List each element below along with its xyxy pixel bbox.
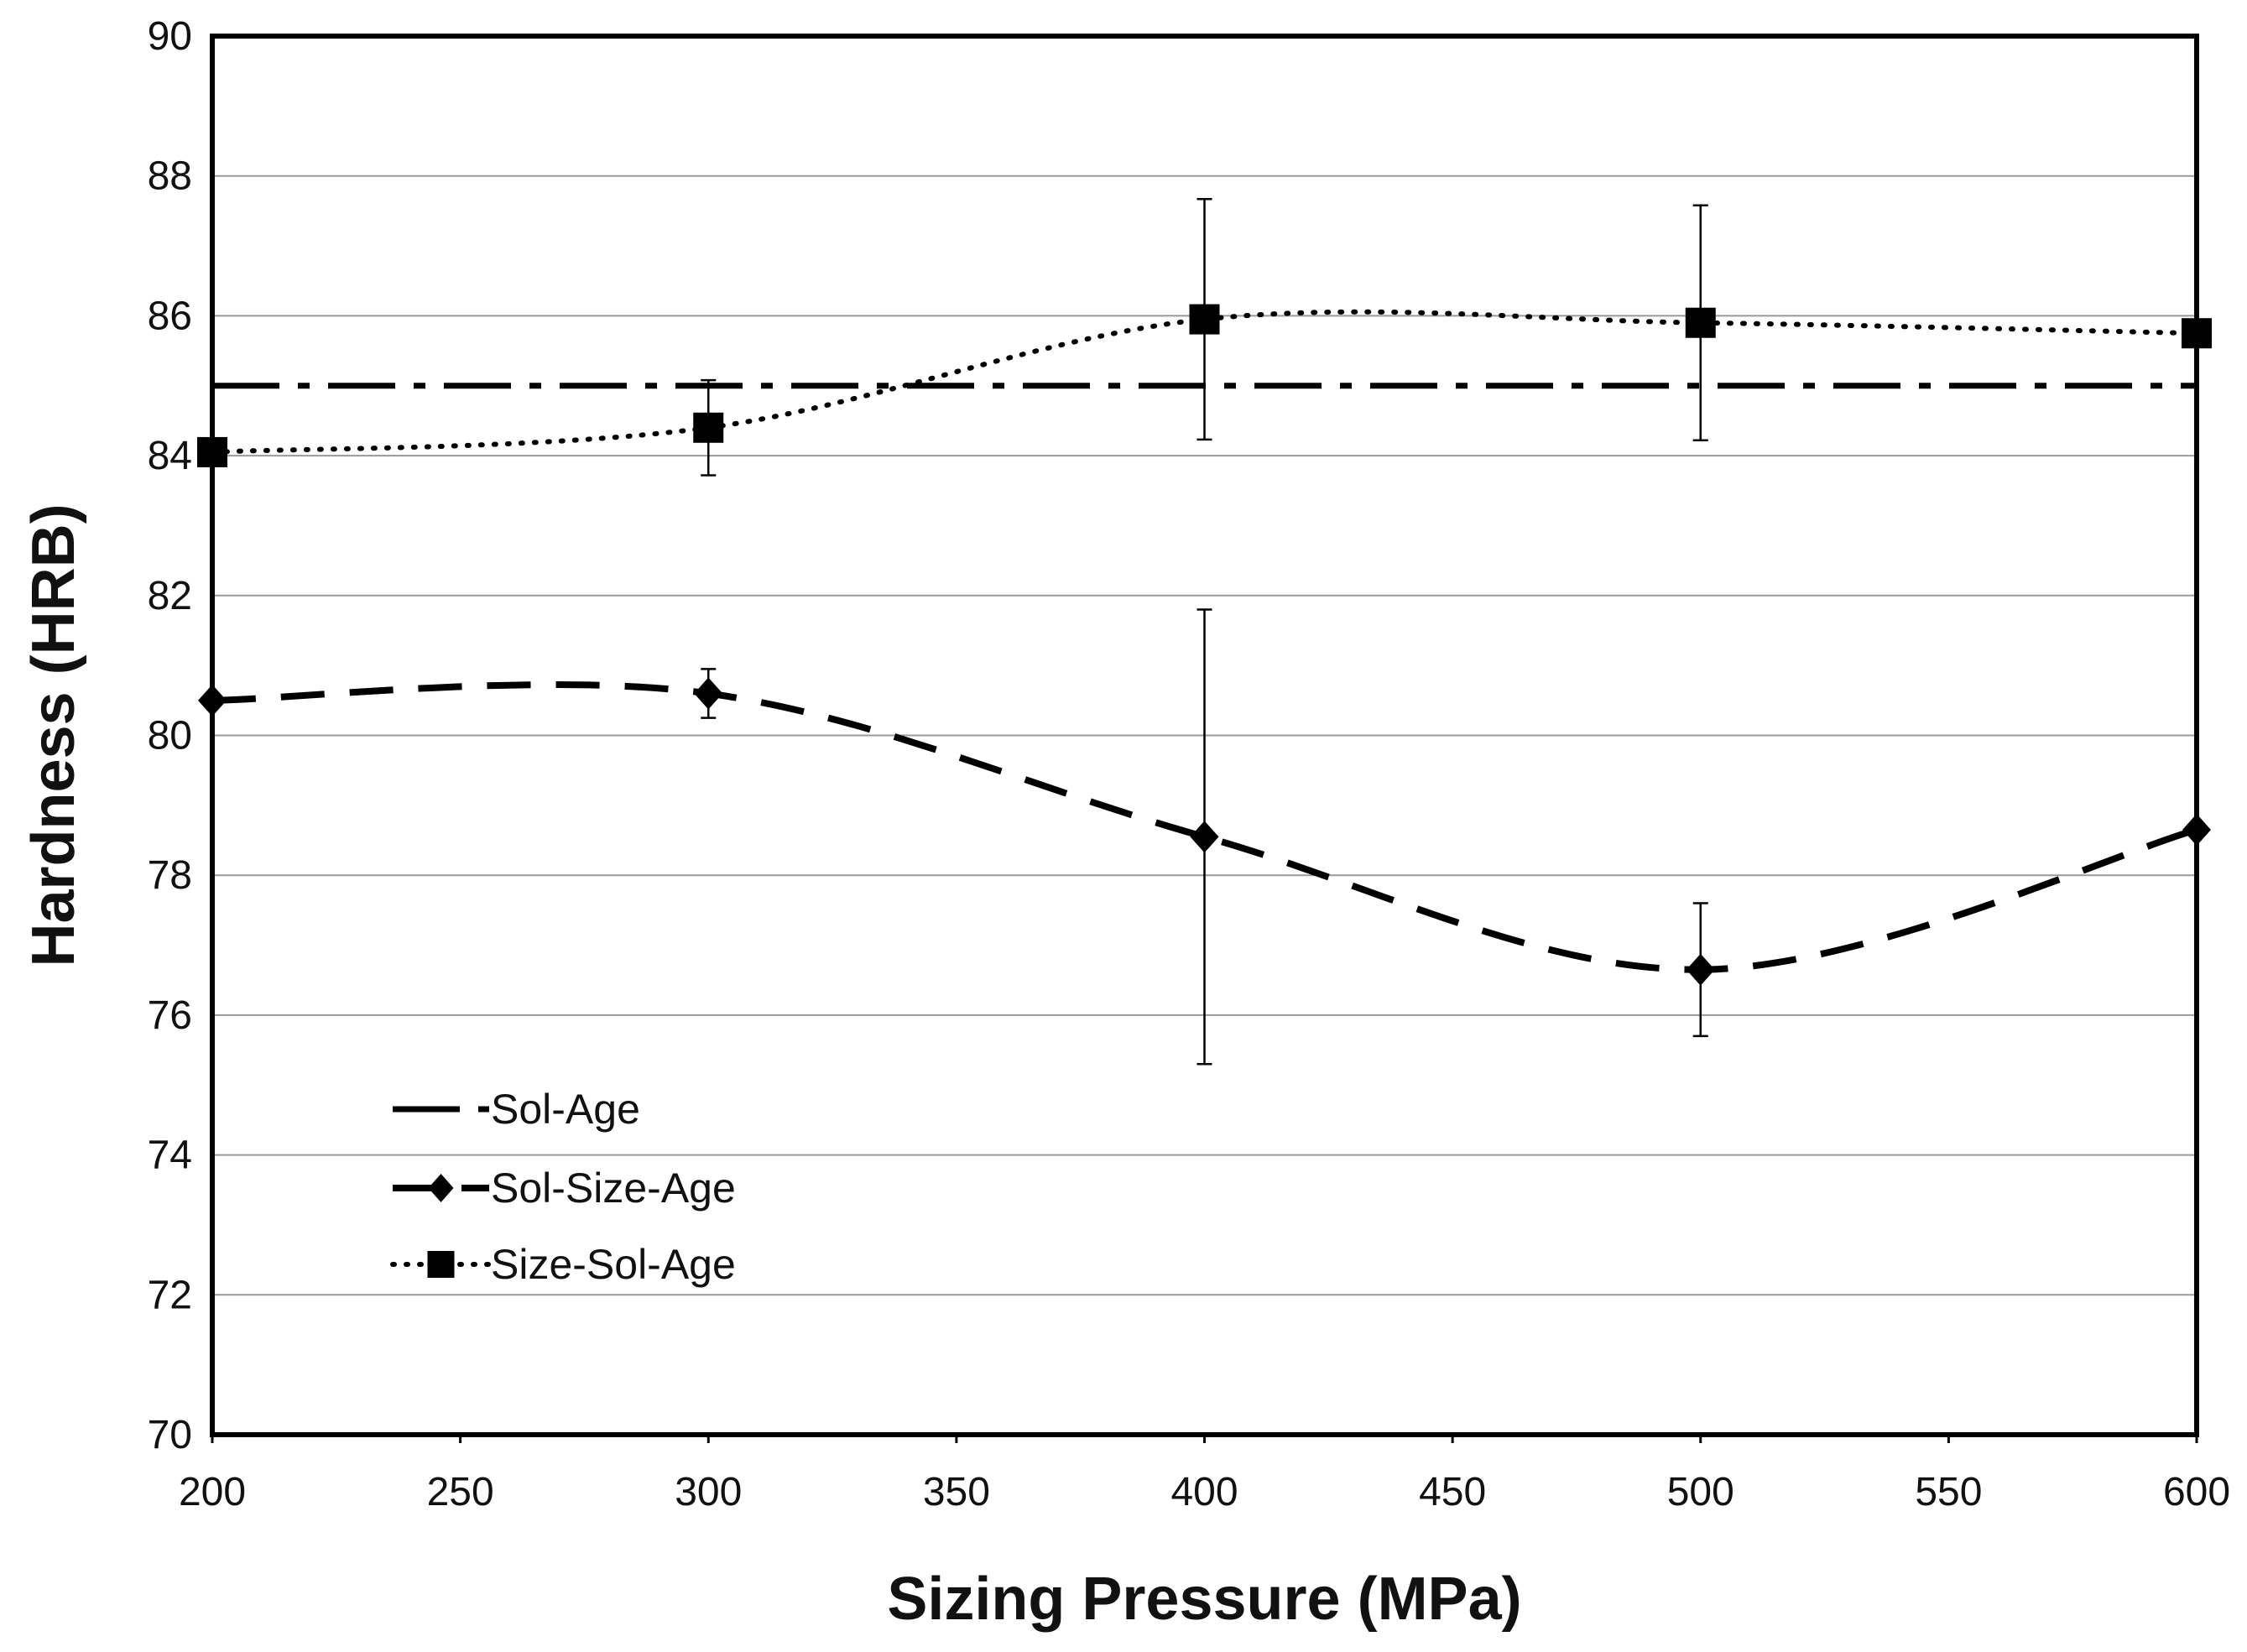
series-size-sol-age (197, 197, 2212, 477)
plot-frame (210, 34, 2199, 1437)
y-tick-label-80: 80 (148, 714, 192, 758)
series-group (197, 197, 2212, 1066)
legend-item-sol-size-age: Sol-Size-Age (393, 1165, 736, 1212)
series-sol-size-age (198, 608, 2211, 1066)
legend: Sol-Age Sol-Size-Age Size-Sol-Age (390, 1086, 736, 1288)
y-tick-label-90: 90 (148, 14, 192, 59)
legend-diamond-marker (428, 1174, 454, 1202)
x-tick-label-200: 200 (179, 1470, 246, 1514)
y-tick-label-86: 86 (148, 294, 192, 338)
y-tick-label-74: 74 (148, 1133, 192, 1178)
y-tick-label-82: 82 (148, 574, 192, 618)
y-tick-label-76: 76 (148, 993, 192, 1038)
y-axis-ticks: 70 72 74 76 78 80 82 84 86 88 90 (148, 14, 192, 1457)
y-tick-label-72: 72 (148, 1273, 192, 1317)
data-point-size-sol-age-500 (1685, 307, 1716, 338)
y-axis-title: Hardness (HRB) (20, 503, 87, 967)
series-line-sol-size-age (211, 681, 2198, 973)
legend-item-size-sol-age: Size-Sol-Age (390, 1241, 736, 1288)
data-point-size-sol-age-300 (693, 412, 724, 443)
x-tick-label-350: 350 (923, 1470, 990, 1514)
x-axis-ticks: 200 250 300 350 400 450 500 550 600 (179, 1435, 2230, 1514)
x-tick-label-400: 400 (1170, 1470, 1238, 1514)
x-tick-label-450: 450 (1419, 1470, 1486, 1514)
data-point-sol-size-age-300 (694, 677, 723, 710)
x-tick-label-550: 550 (1915, 1470, 1982, 1514)
y-tick-label-70: 70 (148, 1413, 192, 1457)
data-point-sol-size-age-500 (1686, 953, 1715, 986)
x-tick-label-250: 250 (427, 1470, 494, 1514)
x-tick-label-300: 300 (675, 1470, 742, 1514)
y-tick-label-88: 88 (148, 154, 192, 199)
y-tick-label-84: 84 (148, 434, 192, 478)
x-tick-label-600: 600 (2163, 1470, 2230, 1514)
legend-item-sol-age: Sol-Age (393, 1086, 640, 1133)
legend-label-sol-age: Sol-Age (491, 1086, 640, 1133)
data-point-size-sol-age-400 (1189, 304, 1220, 335)
legend-label-size-sol-age: Size-Sol-Age (491, 1241, 736, 1288)
x-tick-label-500: 500 (1667, 1470, 1734, 1514)
legend-label-sol-size-age: Sol-Size-Age (491, 1165, 736, 1212)
y-tick-label-78: 78 (148, 853, 192, 898)
data-point-sol-size-age-400 (1190, 821, 1219, 853)
x-axis-title: Sizing Pressure (MPa) (887, 1566, 1521, 1633)
legend-square-marker (427, 1251, 455, 1278)
